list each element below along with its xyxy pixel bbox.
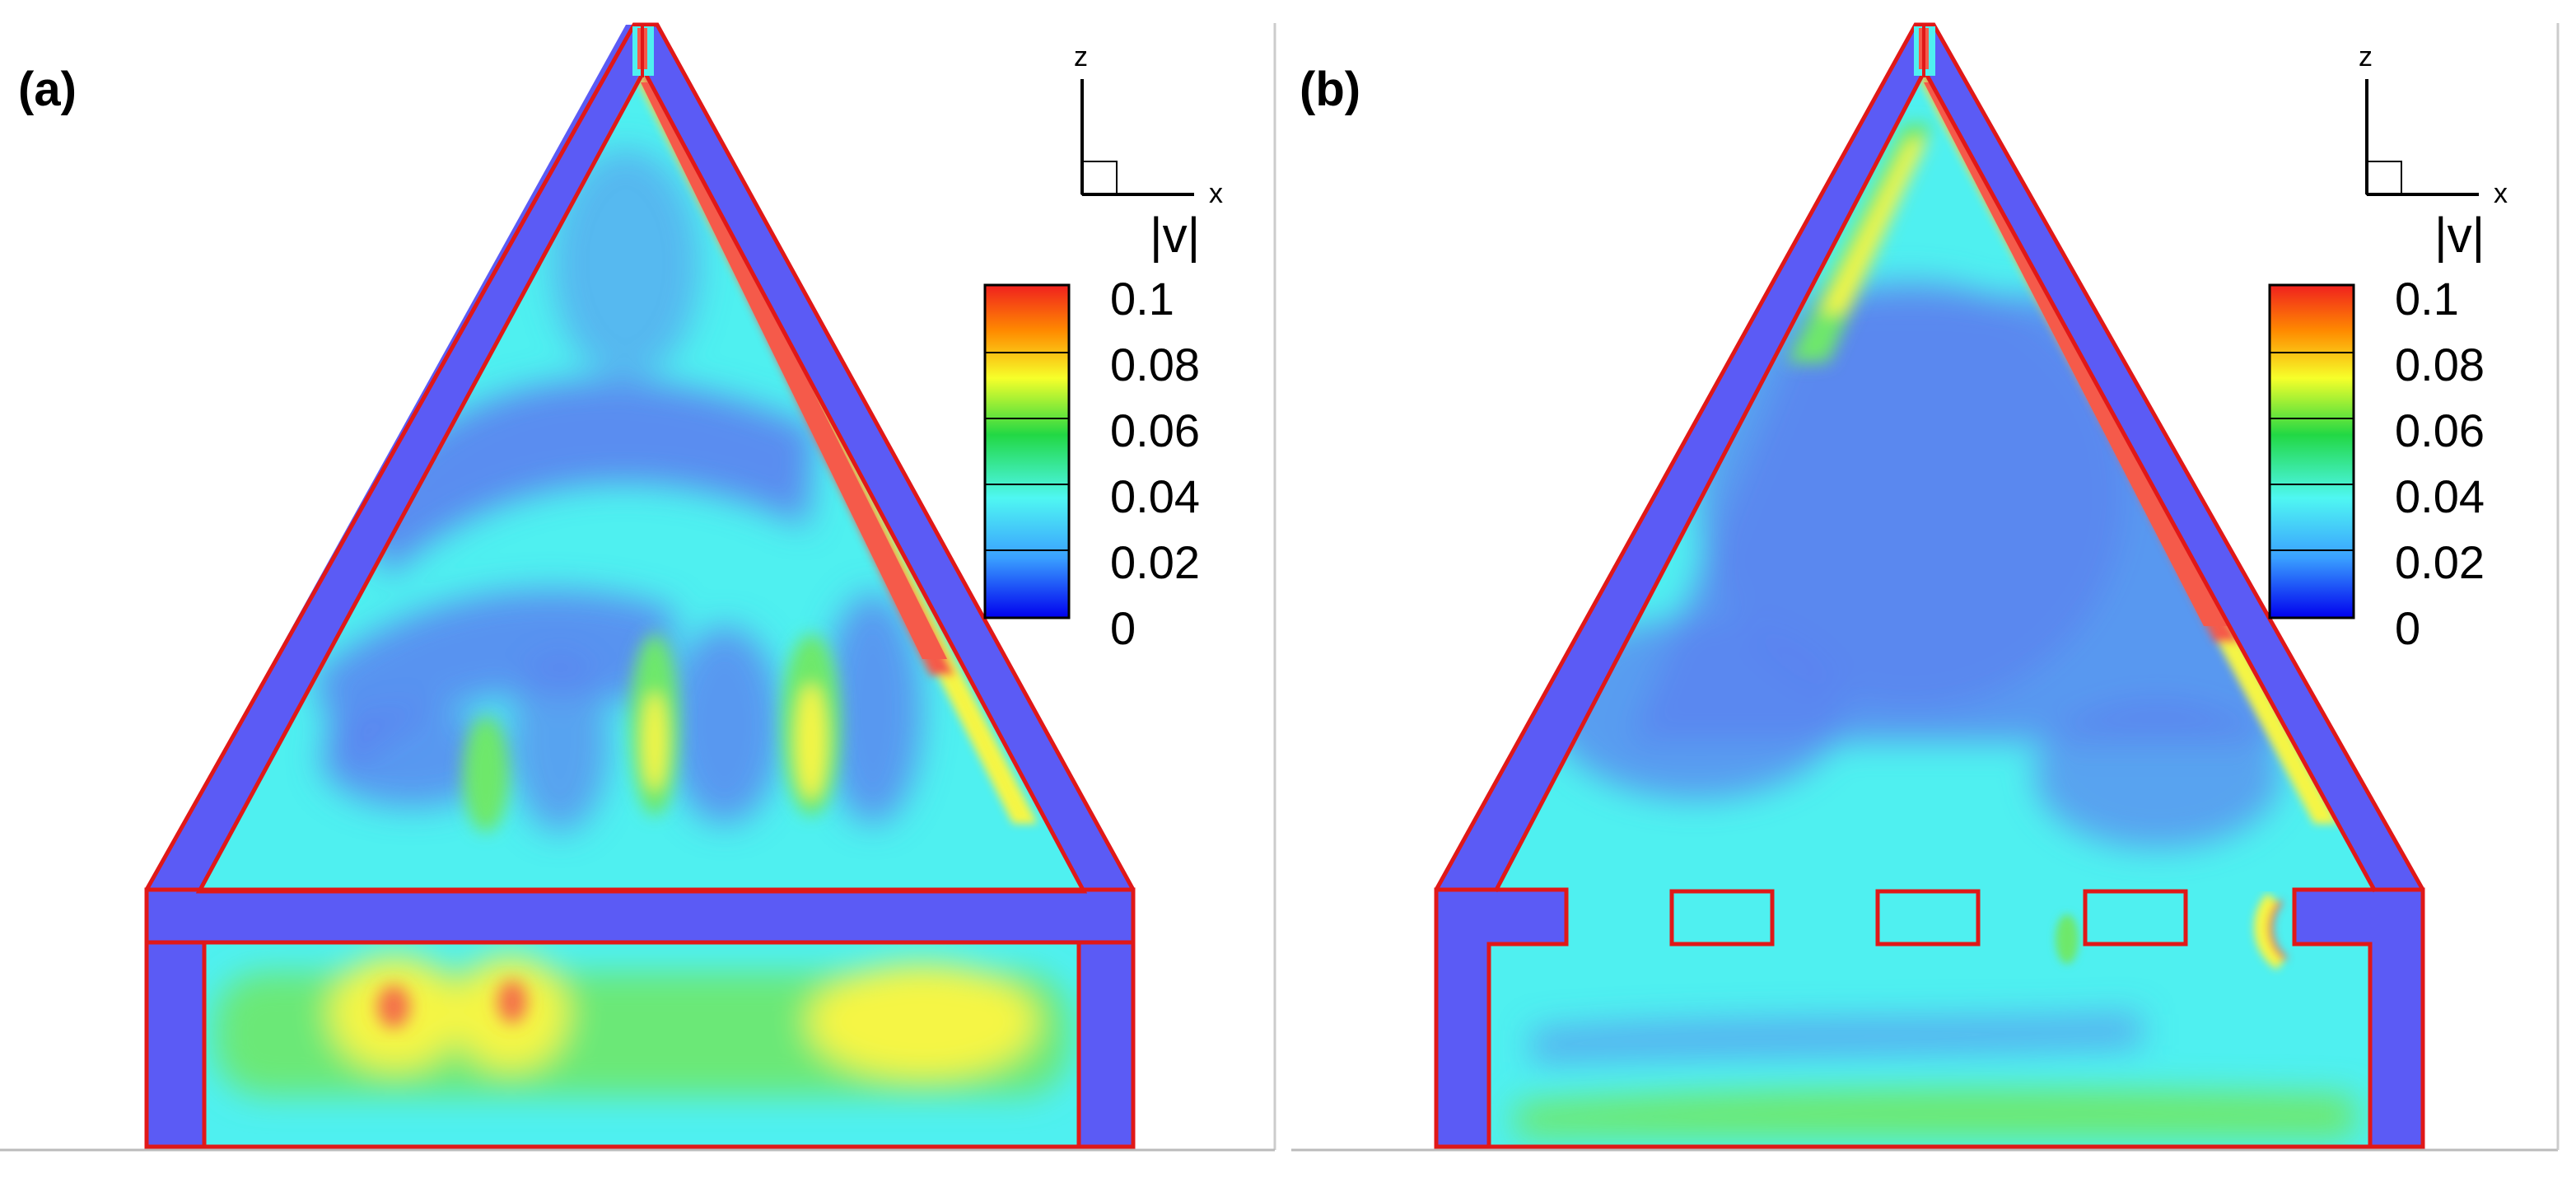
- axis-triad-a: [1080, 79, 1194, 196]
- axis-label-x-a: x: [1209, 178, 1223, 209]
- colorbar-tick-label-b: 0.06: [2395, 404, 2485, 456]
- axis-label-z-b: z: [2359, 41, 2373, 72]
- panel-label-a: (a): [18, 63, 77, 116]
- side-wall-left-b: [1436, 890, 1566, 1147]
- colorbar-tick-label-b: 0: [2395, 602, 2420, 654]
- panel-b: (b) z x |v| 0.1 0.08 0.06 0.04 0.02 0: [1300, 22, 2508, 1149]
- outline-floor-block-b: [1875, 889, 1981, 947]
- colorbar-title-a: |v|: [1150, 208, 1200, 263]
- roof-wall-right-a: [644, 25, 1133, 891]
- side-wall-right-b: [2294, 890, 2423, 1147]
- colorbar-tick-label-a: 0.04: [1110, 470, 1200, 522]
- axis-triad-b: [2365, 79, 2479, 196]
- side-wall-right-a: [1079, 942, 1133, 1147]
- colorbar-b: [2268, 283, 2355, 619]
- velocity-field-box-b: [1489, 891, 2370, 1145]
- velocity-field-roof-a: [199, 71, 1084, 891]
- colorbar-ticks-b: [2270, 352, 2354, 551]
- outline-box-a: [144, 940, 1136, 1149]
- axis-label-x-b: x: [2494, 178, 2508, 209]
- apex-inlet-b: [1914, 25, 1935, 77]
- apex-inlet-a: [632, 25, 654, 77]
- colorbar-title-b: |v|: [2434, 208, 2485, 263]
- colorbar-tick-label-a: 0: [1110, 602, 1136, 654]
- colorbar-a: [983, 283, 1071, 619]
- panel-label-b: (b): [1300, 63, 1360, 116]
- outline-floor-block-b: [1669, 889, 1775, 947]
- velocity-field-roof-b: [1496, 71, 2375, 891]
- roof-wall-left-a: [147, 25, 644, 891]
- outline-roof-outer-a: [144, 22, 1136, 891]
- colorbar-tick-label-a: 0.1: [1110, 273, 1174, 325]
- roof-wall-right-b: [1925, 25, 2423, 891]
- colorbar-tick-label-a: 0.02: [1110, 536, 1200, 588]
- colorbar-ticks-a: [985, 352, 1069, 551]
- panel-a: (a) z x |v| 0.1 0.08 0.06 0.04 0.02 0: [18, 22, 1223, 1149]
- colorbar-tick-label-b: 0.04: [2395, 470, 2485, 522]
- colorbar-tick-label-b: 0.1: [2395, 273, 2459, 325]
- colorbar-tick-label-a: 0.08: [1110, 339, 1200, 390]
- colorbar-tick-label-a: 0.06: [1110, 404, 1200, 456]
- axis-label-z-a: z: [1074, 41, 1088, 72]
- colorbar-tick-label-b: 0.02: [2395, 536, 2485, 588]
- floor-slab-a: [147, 890, 1133, 942]
- velocity-field-box-a: [204, 942, 1079, 1147]
- outline-floor-block-b: [2083, 889, 2188, 947]
- colorbar-tick-label-b: 0.08: [2395, 339, 2485, 390]
- roof-wall-left-b: [1436, 25, 1932, 891]
- side-wall-left-a: [147, 942, 204, 1147]
